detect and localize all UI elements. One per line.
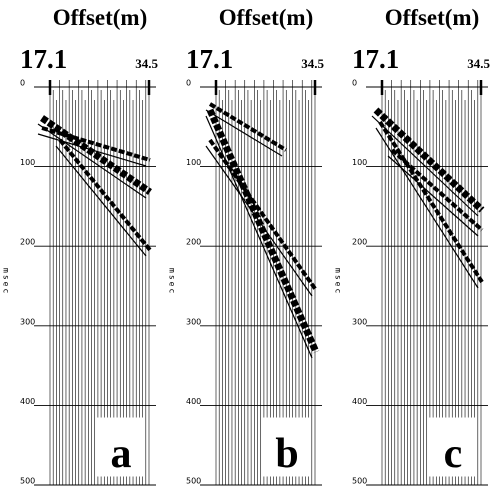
event: [41, 126, 151, 162]
time-tick-label: 200: [20, 238, 35, 247]
offset-end: 34.5: [467, 56, 490, 71]
time-tick-label: 0: [186, 79, 191, 88]
event-shadow: [37, 123, 147, 199]
panel: Offset(m) 17.1 34.5 0 100 200 300 400 500 msec a: [2, 5, 159, 486]
time-tick-label: 100: [186, 158, 201, 167]
event-shadow: [55, 145, 147, 257]
time-tick-label: 400: [20, 397, 35, 406]
offset-end: 34.5: [135, 56, 158, 71]
offset-end: 34.5: [301, 56, 324, 71]
time-tick-label: 100: [352, 158, 367, 167]
label-box: [429, 417, 477, 477]
event: [373, 107, 485, 213]
time-tick-label: 300: [352, 317, 367, 326]
time-axis-label: msec: [2, 268, 11, 295]
label-box: [263, 417, 311, 477]
event-shadow: [375, 127, 479, 289]
time-axis-label: msec: [334, 268, 343, 295]
event: [208, 102, 288, 152]
event: [208, 138, 318, 292]
event-shadow: [37, 133, 147, 167]
time-tick-label: 200: [352, 238, 367, 247]
panel-label: c: [444, 431, 463, 477]
event: [390, 148, 484, 232]
time-tick-label: 500: [186, 477, 201, 486]
time-tick-label: 500: [352, 477, 367, 486]
panel-label: b: [275, 431, 298, 477]
label-box: [97, 417, 145, 477]
event: [40, 115, 152, 195]
time-axis-label: msec: [168, 268, 177, 295]
panel: Offset(m) 17.1 34.5 0 100 200 300 400 500 msec c: [334, 5, 491, 486]
time-tick-label: 400: [352, 397, 367, 406]
panel-label: a: [111, 431, 132, 477]
time-tick-label: 300: [186, 317, 201, 326]
offset-start: 17.1: [352, 44, 399, 74]
offset-start: 17.1: [20, 44, 67, 74]
time-tick-label: 500: [20, 477, 35, 486]
panel-title: Offset(m): [53, 5, 148, 30]
time-tick-label: 200: [186, 238, 201, 247]
event-shadow: [205, 145, 313, 297]
time-tick-label: 400: [186, 397, 201, 406]
time-tick-label: 300: [20, 317, 35, 326]
event: [378, 120, 484, 284]
event-shadow: [371, 115, 479, 217]
time-tick-label: 0: [20, 79, 25, 88]
event-shadow: [205, 109, 283, 157]
event-shadow: [387, 155, 479, 237]
time-tick-label: 100: [20, 158, 35, 167]
time-tick-label: 0: [352, 79, 357, 88]
panel-title: Offset(m): [219, 5, 314, 30]
offset-start: 17.1: [186, 44, 233, 74]
event: [206, 108, 320, 354]
panel: Offset(m) 17.1 34.5 0 100 200 300 400 500 msec b: [168, 5, 325, 486]
panel-title: Offset(m): [385, 5, 480, 30]
